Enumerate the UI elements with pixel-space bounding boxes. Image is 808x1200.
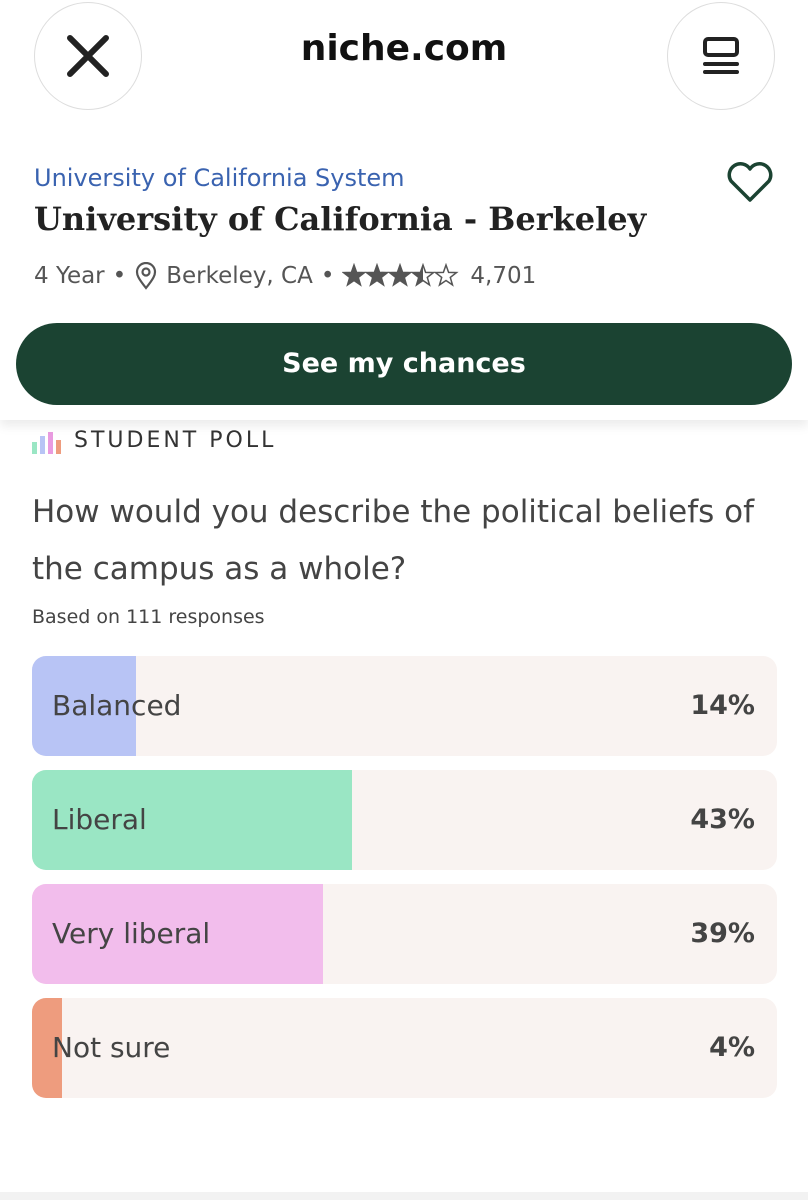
poll-bar [32,656,137,756]
star-fill [366,265,388,285]
menu-icon [703,37,739,74]
option-value: 39% [690,918,755,949]
option-value: 14% [690,690,755,721]
poll-heading: STUDENT POLL [74,428,277,453]
school-kind: 4 Year [34,263,105,289]
poll-option: Liberal 43% [32,770,777,870]
poll-option: Balanced 14% [32,656,777,756]
close-button[interactable] [34,2,142,110]
school-info: 4 Year • Berkeley, CA • 4,701 [34,262,536,290]
poll-option: Not sure 4% [32,998,777,1098]
option-label: Balanced [52,689,182,722]
star-fill [389,265,411,285]
poll-bar [32,998,62,1098]
close-icon [67,35,109,77]
school-location: Berkeley, CA [166,263,313,289]
site-title: niche.com [300,28,508,69]
option-value: 43% [690,804,755,835]
separator: • [320,263,335,289]
poll-bar [32,770,353,870]
review-count: 4,701 [470,263,537,289]
poll-icon [32,432,61,454]
poll-bar [32,884,323,984]
chances-button[interactable]: See my chances [16,323,792,405]
system-link[interactable]: University of California System [34,164,405,192]
poll-responses: Based on 111 responses [32,606,265,628]
option-label: Very liberal [52,917,211,950]
poll-option: Very liberal 39% [32,884,777,984]
footer-edge [0,1192,808,1200]
header: niche.com University of California Syste… [0,0,808,420]
option-value: 4% [709,1032,755,1063]
location-icon [136,262,157,290]
favorite-button[interactable] [724,160,776,204]
star-fill [412,265,424,285]
star-fill [343,265,365,285]
school-name: University of California - Berkeley [34,200,647,238]
rating-stars [342,263,460,287]
star-outline [433,263,460,287]
option-label: Liberal [52,803,147,836]
separator: • [112,263,127,289]
option-label: Not sure [52,1031,171,1064]
menu-button[interactable] [667,2,775,110]
poll-question: How would you describe the political bel… [32,494,755,587]
